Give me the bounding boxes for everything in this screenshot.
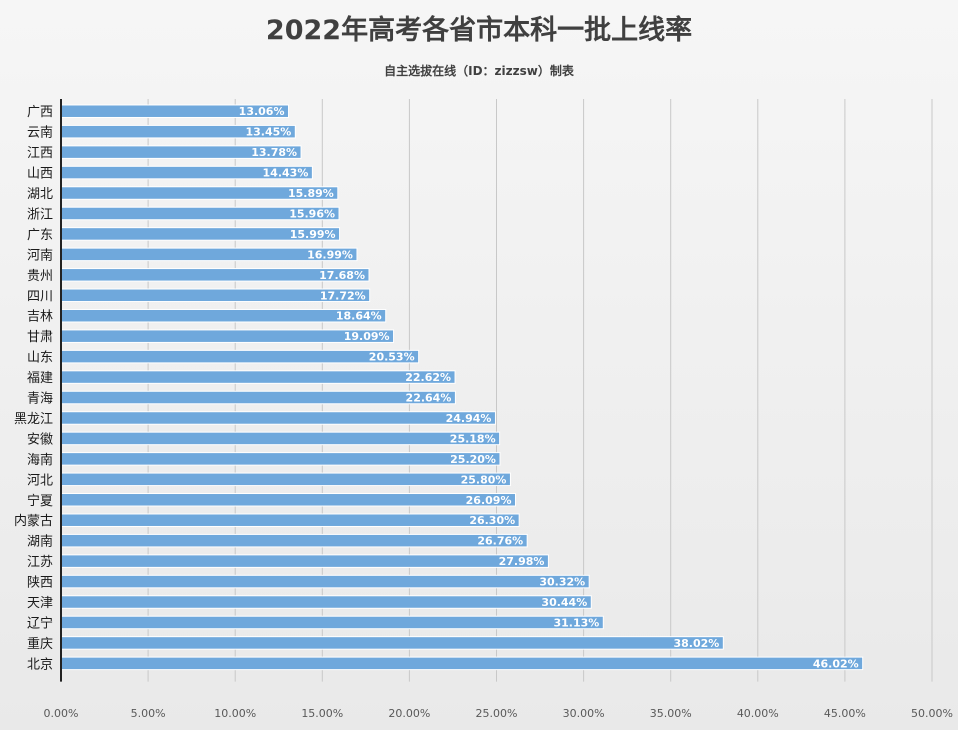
category-label: 海南	[27, 452, 53, 468]
data-label: 15.99%	[290, 228, 336, 241]
category-label: 吉林	[27, 310, 53, 325]
category-label: 宁夏	[27, 493, 53, 509]
category-label: 广东	[27, 228, 53, 243]
category-label: 安徽	[27, 432, 53, 447]
bars: 13.06% 13.45% 13.78% 14.43% 15.89% 15.96% 15.9…	[60, 104, 864, 671]
category-label: 广西	[27, 105, 53, 120]
data-label: 18.64%	[336, 310, 382, 323]
chart-title: 2022年高考各省市本科一批上线率	[265, 15, 693, 46]
data-label: 38.02%	[673, 637, 719, 650]
category-label: 贵州	[27, 269, 53, 284]
data-label: 25.18%	[450, 432, 496, 445]
bar	[60, 574, 590, 589]
data-label: 17.72%	[320, 289, 366, 302]
category-label: 黑龙江	[14, 412, 53, 427]
x-tick-label: 50.00%	[911, 707, 953, 720]
category-label: 福建	[27, 371, 53, 386]
chart-subtitle: 自主选拔在线（ID：zizzsw）制表	[384, 64, 574, 78]
category-label: 江苏	[27, 554, 53, 570]
category-label: 江西	[27, 146, 53, 161]
category-label: 云南	[27, 125, 53, 141]
bar	[60, 636, 724, 650]
data-label: 13.45%	[245, 126, 291, 139]
data-label: 16.99%	[307, 248, 353, 261]
data-label: 27.98%	[499, 555, 545, 568]
category-label: 河南	[27, 247, 53, 263]
category-label: 四川	[27, 289, 53, 304]
bar	[60, 595, 592, 609]
data-label: 30.32%	[539, 576, 585, 589]
x-tick-label: 45.00%	[824, 707, 866, 720]
data-label: 26.09%	[466, 494, 512, 507]
data-label: 19.09%	[344, 330, 390, 343]
category-label: 山西	[27, 167, 53, 182]
bar	[60, 493, 516, 507]
bar	[60, 411, 496, 425]
bar	[60, 472, 511, 487]
data-label: 22.62%	[405, 371, 451, 384]
bar	[60, 390, 456, 405]
category-label: 北京	[27, 657, 53, 672]
bar	[60, 431, 501, 446]
x-tick-label: 10.00%	[214, 707, 256, 720]
x-tick-label: 20.00%	[388, 707, 430, 720]
category-label: 重庆	[27, 636, 53, 652]
data-label: 46.02%	[813, 657, 859, 670]
data-label: 25.80%	[461, 473, 507, 486]
category-label: 河北	[27, 473, 53, 488]
data-label: 30.44%	[541, 596, 587, 609]
x-tick-label: 5.00%	[131, 707, 166, 720]
x-tick-label: 25.00%	[476, 707, 518, 720]
category-label: 陕西	[27, 576, 53, 591]
category-label: 青海	[27, 392, 53, 407]
x-tick-label: 40.00%	[737, 707, 779, 720]
category-label: 湖南	[27, 534, 53, 550]
x-tick-label: 35.00%	[650, 707, 692, 720]
data-label: 15.96%	[289, 207, 335, 220]
bar	[60, 513, 520, 527]
data-label: 22.64%	[406, 392, 452, 405]
category-label: 内蒙古	[14, 513, 53, 529]
data-label: 13.78%	[251, 146, 297, 159]
data-label: 13.06%	[239, 105, 285, 118]
data-label: 15.89%	[288, 187, 334, 200]
x-tick-labels: 0.00% 5.00% 10.00% 15.00% 20.00% 25.00% 30.00%…	[44, 707, 953, 720]
x-tick-label: 0.00%	[44, 707, 79, 720]
category-label: 山东	[27, 351, 53, 366]
data-label: 24.94%	[446, 412, 492, 425]
category-label: 天津	[27, 596, 53, 611]
category-labels: 广西云南江西山西湖北浙江广东河南贵州四川吉林甘肃山东福建青海黑龙江安徽海南河北宁…	[14, 105, 53, 672]
data-label: 20.53%	[369, 351, 415, 364]
data-label: 17.68%	[319, 269, 365, 282]
bar	[60, 533, 528, 548]
bar	[60, 349, 420, 364]
bar	[60, 370, 456, 384]
x-tick-label: 30.00%	[563, 707, 605, 720]
data-label: 14.43%	[263, 167, 309, 180]
data-label: 26.76%	[477, 535, 523, 548]
data-label: 25.20%	[450, 453, 496, 466]
category-label: 浙江	[27, 207, 53, 222]
data-label: 31.13%	[553, 616, 599, 629]
category-label: 辽宁	[27, 615, 53, 631]
bar	[60, 554, 549, 568]
category-label: 湖北	[27, 187, 53, 202]
data-label: 26.30%	[469, 514, 515, 527]
bar	[60, 452, 501, 466]
bar	[60, 656, 864, 671]
category-label: 甘肃	[27, 330, 53, 345]
x-tick-label: 15.00%	[301, 707, 343, 720]
bar	[60, 615, 604, 630]
